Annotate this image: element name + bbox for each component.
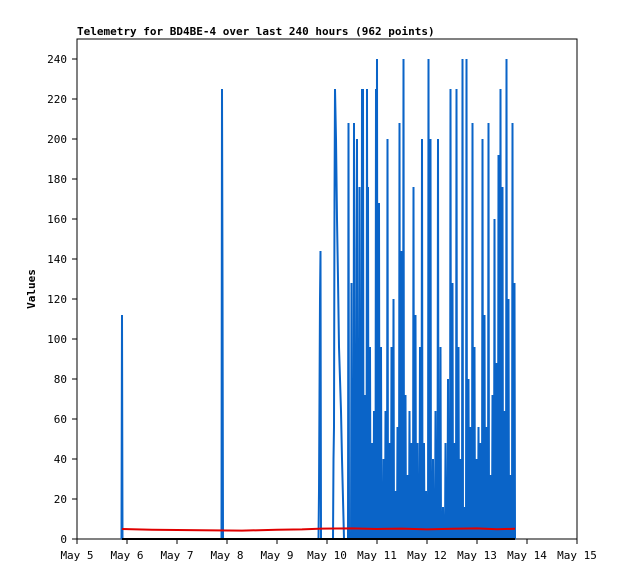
y-tick-label: 160 <box>47 213 67 226</box>
x-tick-label: May 13 <box>457 549 497 562</box>
y-tick-label: 120 <box>47 293 67 306</box>
x-tick-label: May 15 <box>557 549 597 562</box>
y-tick-label: 240 <box>47 53 67 66</box>
y-tick-label: 200 <box>47 133 67 146</box>
x-tick-label: May 11 <box>357 549 397 562</box>
y-axis: 0 20 40 60 80 100 120 140 160 180 200 220 240 <box>47 53 77 546</box>
x-tick-label: May 8 <box>210 549 243 562</box>
x-tick-label: May 10 <box>307 549 347 562</box>
y-tick-label: 140 <box>47 253 67 266</box>
y-tick-label: 40 <box>54 453 67 466</box>
x-tick-label: May 12 <box>407 549 447 562</box>
x-axis: May 5 May 6 May 7 May 8 May 9 May 10 May 11 May… <box>60 539 597 562</box>
y-tick-label: 0 <box>60 533 67 546</box>
series-line-2 <box>121 527 516 532</box>
y-tick-label: 100 <box>47 333 67 346</box>
chart-title: Telemetry for BD4BE-4 over last 240 hour… <box>77 25 435 38</box>
y-axis-label: Values <box>25 269 38 309</box>
series-layer <box>120 58 516 540</box>
x-tick-label: May 14 <box>507 549 547 562</box>
y-tick-label: 180 <box>47 173 67 186</box>
x-tick-label: May 5 <box>60 549 93 562</box>
y-tick-label: 80 <box>54 373 67 386</box>
y-tick-label: 60 <box>54 413 67 426</box>
x-tick-label: May 9 <box>260 549 293 562</box>
x-tick-label: May 6 <box>110 549 143 562</box>
y-tick-label: 20 <box>54 493 67 506</box>
x-tick-label: May 7 <box>160 549 193 562</box>
y-tick-label: 220 <box>47 93 67 106</box>
